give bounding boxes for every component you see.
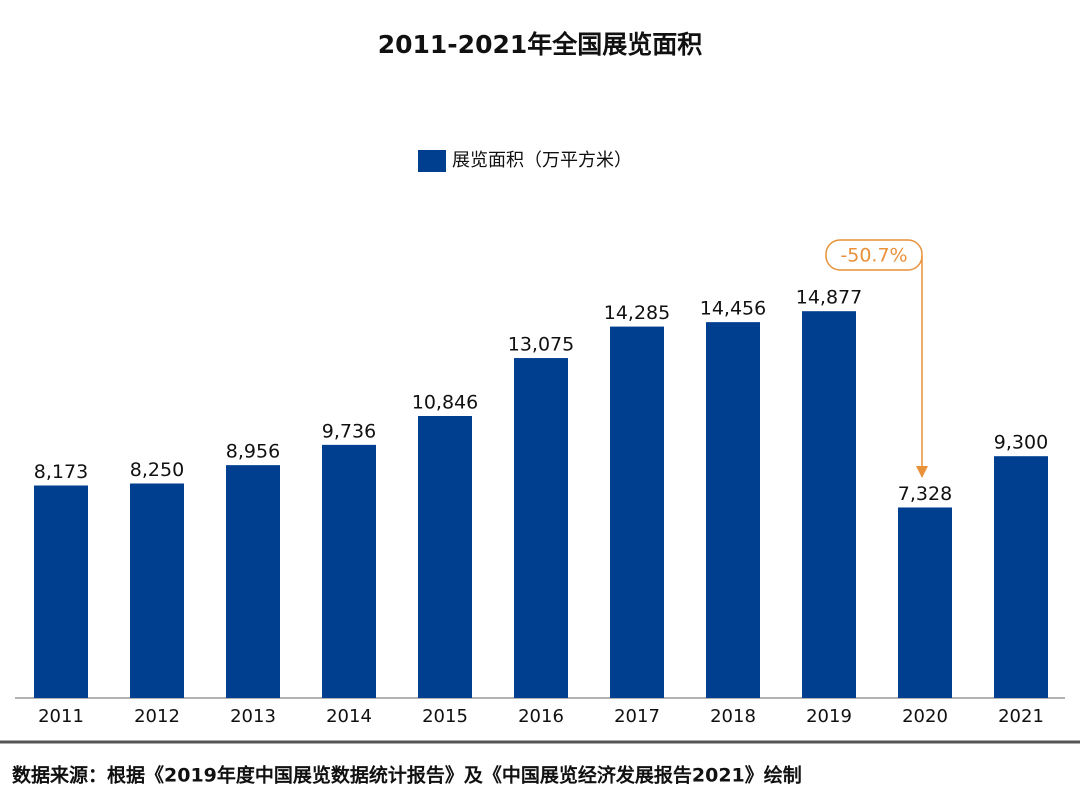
- value-label: 8,250: [130, 459, 184, 481]
- legend-swatch: [418, 150, 446, 172]
- bar: [610, 326, 664, 698]
- value-label: 9,736: [322, 420, 376, 442]
- x-tick-label: 2016: [518, 706, 564, 727]
- x-tick-label: 2012: [134, 706, 180, 727]
- annotation-box: [825, 239, 923, 271]
- x-tick-label: 2017: [614, 706, 660, 727]
- value-label: 13,075: [508, 334, 574, 356]
- bar: [418, 416, 472, 698]
- bar: [226, 465, 280, 698]
- value-label: 14,285: [604, 302, 670, 324]
- bar: [802, 311, 856, 698]
- x-tick-label: 2018: [710, 706, 756, 727]
- bar: [898, 507, 952, 698]
- x-tick-label: 2013: [230, 706, 276, 727]
- x-tick-label: 2014: [326, 706, 372, 727]
- bar: [130, 483, 184, 698]
- bar: [34, 485, 88, 698]
- x-tick-label: 2020: [902, 706, 948, 727]
- value-label: 10,846: [412, 392, 478, 414]
- chart-title: 2011-2021年全国展览面积: [378, 30, 703, 59]
- value-label: 8,956: [226, 441, 280, 463]
- arrow-head: [916, 466, 928, 478]
- value-label: 8,173: [34, 461, 88, 483]
- annotation: -50.7%: [840, 245, 907, 267]
- x-tick-label: 2019: [806, 706, 852, 727]
- value-label: 9,300: [994, 432, 1048, 454]
- bar: [994, 456, 1048, 698]
- value-label: 14,877: [796, 287, 862, 309]
- value-label: 7,328: [898, 483, 952, 505]
- x-tick-label: 2021: [998, 706, 1044, 727]
- legend-label: 展览面积（万平方米）: [452, 150, 632, 171]
- source-note: 数据来源：根据《2019年度中国展览数据统计报告》及《中国展览经济发展报告202…: [12, 764, 802, 787]
- bar: [706, 322, 760, 698]
- bar: [322, 444, 376, 698]
- bar: [514, 358, 568, 698]
- x-tick-label: 2015: [422, 706, 468, 727]
- value-label: 14,456: [700, 298, 766, 320]
- x-tick-label: 2011: [38, 706, 84, 727]
